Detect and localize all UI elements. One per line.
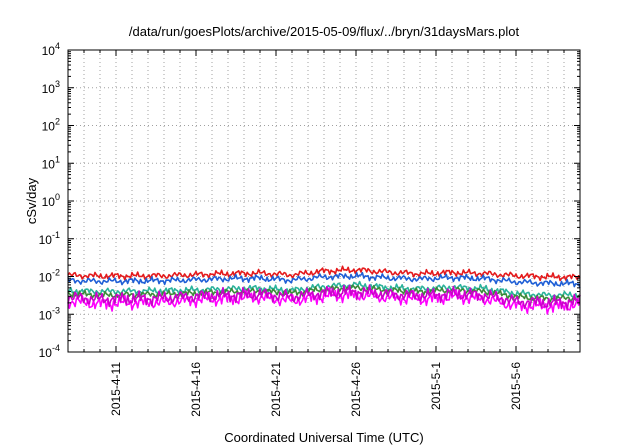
y-tick-label: 10-1 [39, 230, 60, 247]
y-tick-labels: 10-4 10-3 10-2 10-1 100 101 102 103 104 [39, 41, 60, 360]
x-tick-label: 2015-4-26 [349, 362, 363, 417]
chart-title: /data/run/goesPlots/archive/2015-05-09/f… [129, 24, 520, 39]
series-line [67, 271, 581, 289]
y-tick-label: 103 [42, 79, 60, 96]
x-axis-label: Coordinated Universal Time (UTC) [224, 430, 423, 445]
y-tick-label: 10-4 [39, 343, 60, 360]
x-tick-label: 2015-4-16 [189, 362, 203, 417]
series-line [67, 284, 581, 311]
y-axis-label: cSv/day [24, 177, 39, 224]
grid [68, 50, 580, 352]
series-line [67, 265, 581, 282]
y-tick-label: 10-2 [39, 268, 60, 285]
y-tick-label: 101 [42, 154, 60, 171]
x-tick-label: 2015-5-1 [429, 362, 443, 410]
x-tick-label: 2015-4-21 [269, 362, 283, 417]
y-tick-label: 102 [42, 117, 60, 134]
tick-marks [68, 49, 580, 353]
y-tick-label: 104 [42, 41, 60, 58]
x-tick-labels: 2015-4-11 2015-4-16 2015-4-21 2015-4-26 2015… [109, 362, 523, 417]
series-group [67, 265, 581, 315]
y-tick-label: 100 [42, 192, 60, 209]
y-tick-label: 10-3 [39, 305, 60, 322]
x-tick-label: 2015-5-6 [509, 362, 523, 410]
x-tick-label: 2015-4-11 [109, 362, 123, 416]
